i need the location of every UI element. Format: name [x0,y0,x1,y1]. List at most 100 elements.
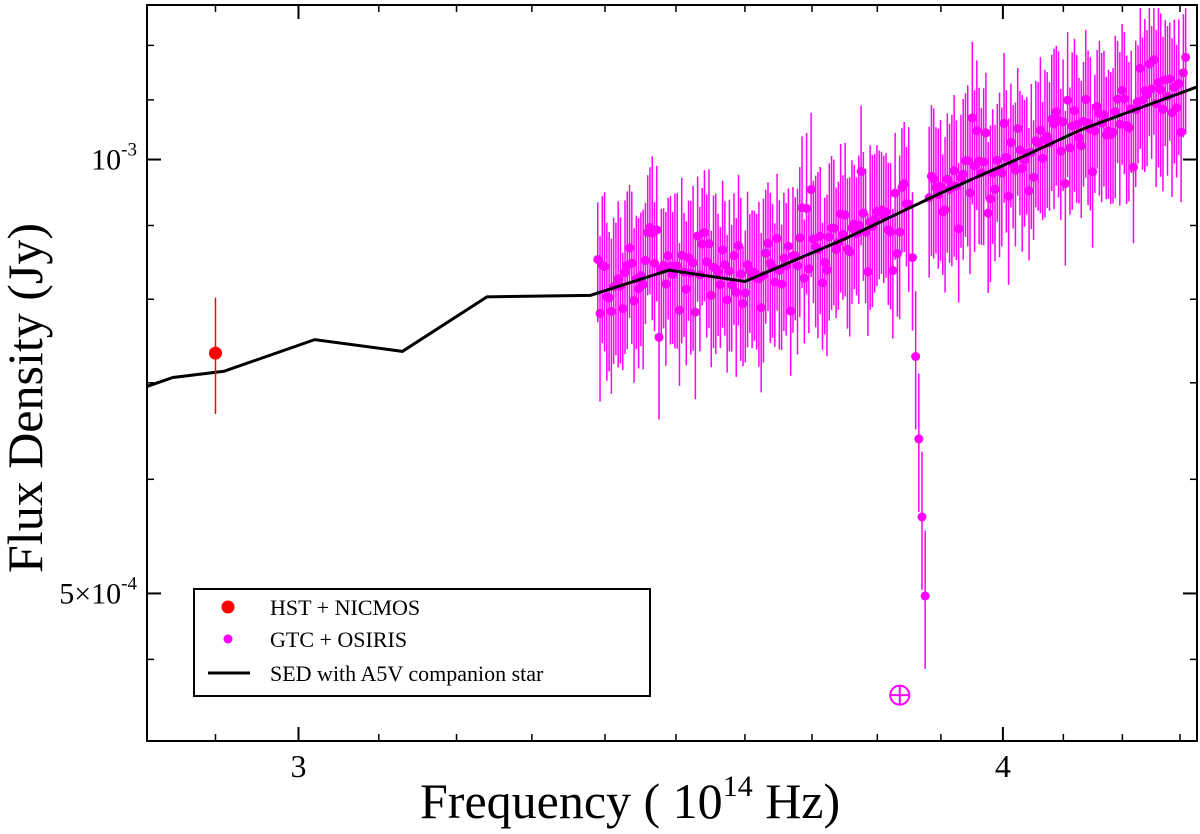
gtc-data-point [817,278,827,288]
gtc-data-point [793,261,803,271]
gtc-data-point [1029,172,1039,182]
gtc-data-point [899,179,909,189]
gtc-data-point [777,279,787,289]
gtc-data-point [1001,152,1011,162]
gtc-data-point [914,434,924,444]
gtc-data-point [838,229,848,239]
gtc-data-point [1176,127,1186,137]
gtc-data-point [1172,103,1182,113]
gtc-data-point [724,266,734,276]
gtc-data-point [1147,84,1157,94]
gtc-data-point [954,224,964,234]
y-tick-label-base: 5×10 [59,577,121,610]
gtc-data-point [727,280,737,290]
legend-label-gtc: GTC + OSIRIS [270,627,407,652]
gtc-data-point [1035,125,1045,135]
gtc-data-point [920,591,930,601]
gtc-data-point [863,267,873,277]
gtc-data-point [625,243,635,253]
y-axis-label: Flux Density (Jy) [0,223,53,573]
gtc-data-point [806,185,816,195]
gtc-data-point [886,227,896,237]
gtc-data-point [688,258,698,268]
gtc-data-point [604,293,614,303]
gtc-data-point [638,279,648,289]
gtc-data-point [1119,94,1129,104]
gtc-data-point [890,188,900,198]
gtc-data-point [967,113,977,123]
y-tick-label: 5×10-4 [59,573,137,610]
gtc-data-point [979,157,989,167]
gtc-data-point [733,241,743,251]
gtc-data-point [965,188,975,198]
gtc-data-point [870,215,880,225]
gtc-data-point [840,210,850,220]
gtc-data-point [1072,120,1082,130]
gtc-data-point [731,287,741,297]
gtc-data-point [1092,102,1102,112]
gtc-data-point [1033,138,1043,148]
gtc-data-point [677,250,687,260]
gtc-data-point [981,128,991,138]
y-tick-label: 10-3 [91,140,137,177]
gtc-data-point [600,262,610,272]
y-tick-label-exponent: -3 [121,140,137,161]
gtc-data-point [799,273,809,283]
gtc-data-point [1065,143,1075,153]
gtc-data-point [715,280,725,290]
gtc-data-point [740,288,750,298]
gtc-data-point [824,232,834,242]
gtc-data-point [595,308,605,318]
plot-frame [146,4,1198,742]
gtc-data-point [1090,126,1100,136]
gtc-data-point [756,303,766,313]
gtc-data-point [738,299,748,309]
gtc-data-point [1006,137,1016,147]
gtc-data-point [1135,63,1145,73]
gtc-data-point [958,169,968,179]
gtc-data-point [640,256,650,266]
gtc-data-point [949,166,959,176]
gtc-data-point [804,264,814,274]
gtc-data-point [929,174,939,184]
gtc-data-point [713,267,723,277]
gtc-data-point [718,245,728,255]
gtc-data-point [1178,68,1188,78]
gtc-data-point [672,261,682,271]
gtc-data-point [1110,107,1120,117]
gtc-data-point [652,225,662,235]
gtc-data-point [722,295,732,305]
gtc-data-point [681,284,691,294]
gtc-data-point [795,233,805,243]
x-tick-label: 4 [995,748,1011,784]
gtc-data-point [854,220,864,230]
gtc-data-point [972,126,982,136]
x-tick-label: 3 [291,748,307,784]
gtc-data-point [618,304,628,314]
gtc-data-point [808,234,818,244]
gtc-data-point [1115,119,1125,129]
gtc-data-point [1076,141,1086,151]
gtc-data-point [1113,94,1123,104]
gtc-data-point [1015,145,1025,155]
gtc-data-point [1156,85,1166,95]
gtc-data-point [699,227,709,237]
gtc-data-point [936,181,946,191]
x-axis-label-exponent: 14 [723,770,753,803]
gtc-data-point [770,277,780,287]
gtc-data-point [627,258,637,268]
gtc-data-point [815,231,825,241]
gtc-data-point [1051,107,1061,117]
gtc-data-point [613,274,623,284]
gtc-data-point [940,205,950,215]
gtc-data-point [772,234,782,244]
gtc-data-point [892,249,902,259]
gtc-data-point [650,258,660,268]
gtc-data-point [990,184,1000,194]
gtc-data-point [779,253,789,263]
legend-box [193,588,651,697]
gtc-data-point [1056,146,1066,156]
gtc-data-point [1124,123,1134,133]
gtc-data-point [702,257,712,267]
